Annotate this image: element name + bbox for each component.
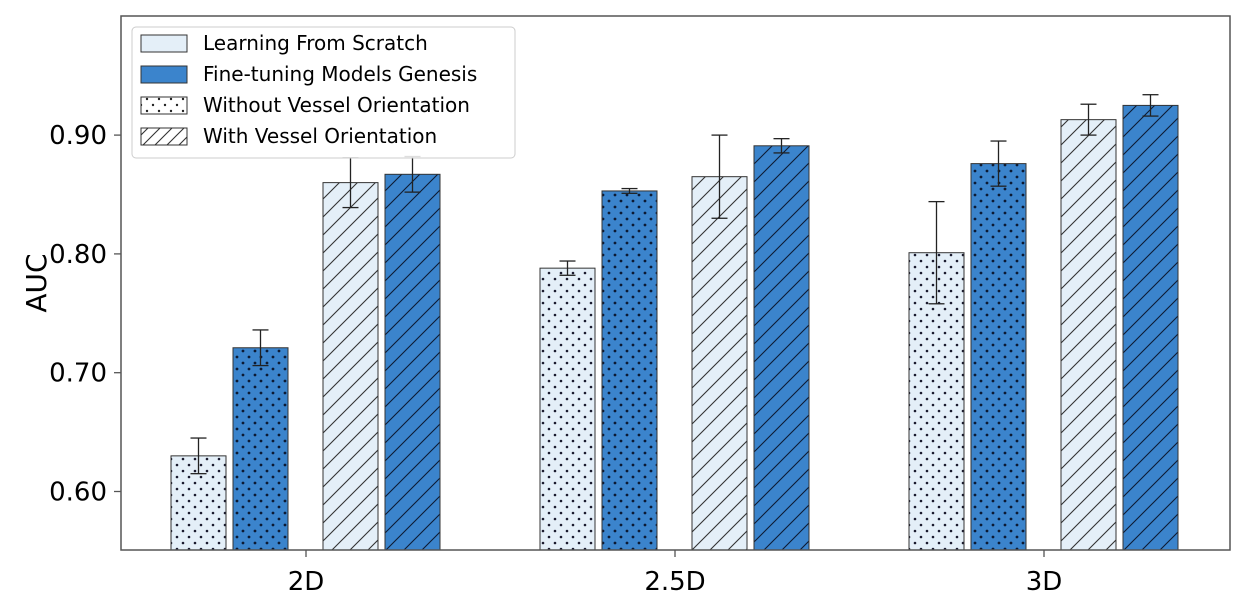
bar-scratch-with-2D <box>322 182 379 551</box>
errorbar-scratch-without-2D <box>190 437 207 475</box>
legend-label: With Vessel Orientation <box>203 124 437 148</box>
errorbars-layer <box>190 94 1159 475</box>
y-tick-label: 0.60 <box>49 478 107 508</box>
legend-swatch <box>140 34 188 53</box>
legend-swatch <box>140 65 188 84</box>
bars-layer <box>170 104 1179 551</box>
bar-genesis-without-2.5D <box>601 190 658 551</box>
errorbar-scratch-with-3D <box>1080 103 1097 136</box>
errorbar-genesis-with-3D <box>1142 94 1159 117</box>
errorbar-genesis-without-3D <box>990 140 1007 187</box>
bar-genesis-with-3D <box>1122 104 1179 551</box>
legend-label: Learning From Scratch <box>203 31 428 55</box>
errorbar-genesis-without-2.5D <box>621 187 638 194</box>
x-axis: 2D 2.5D 3D <box>288 550 1063 597</box>
errorbar-scratch-without-2.5D <box>559 260 576 276</box>
errorbar-scratch-without-3D <box>928 200 945 305</box>
y-tick-label: 0.80 <box>49 240 107 270</box>
y-tick-label: 0.90 <box>49 121 107 151</box>
legend-swatch <box>140 127 188 146</box>
bar-scratch-with-2.5D <box>691 176 748 551</box>
legend: Learning From Scratch Fine-tuning Models … <box>131 26 516 159</box>
bar-genesis-with-2.5D <box>753 145 810 551</box>
legend-swatch <box>140 96 188 115</box>
bar-genesis-without-2D <box>232 347 289 551</box>
legend-label: Without Vessel Orientation <box>203 93 470 117</box>
legend-box <box>131 26 516 159</box>
errorbar-scratch-with-2.5D <box>711 134 728 219</box>
bar-scratch-without-2.5D <box>539 267 596 551</box>
x-tick-label: 3D <box>1026 567 1063 597</box>
bar-scratch-with-3D <box>1060 119 1117 551</box>
x-tick-label: 2.5D <box>644 567 705 597</box>
bar-genesis-without-3D <box>970 163 1027 551</box>
legend-label: Fine-tuning Models Genesis <box>203 62 477 86</box>
y-axis: 0.60 0.70 0.80 0.90 <box>49 121 121 508</box>
y-tick-label: 0.70 <box>49 359 107 389</box>
x-tick-label: 2D <box>288 567 325 597</box>
errorbar-genesis-with-2.5D <box>773 138 790 154</box>
errorbar-genesis-without-2D <box>252 329 269 367</box>
y-axis-label: AUC <box>20 253 53 312</box>
bar-genesis-with-2D <box>384 173 441 551</box>
